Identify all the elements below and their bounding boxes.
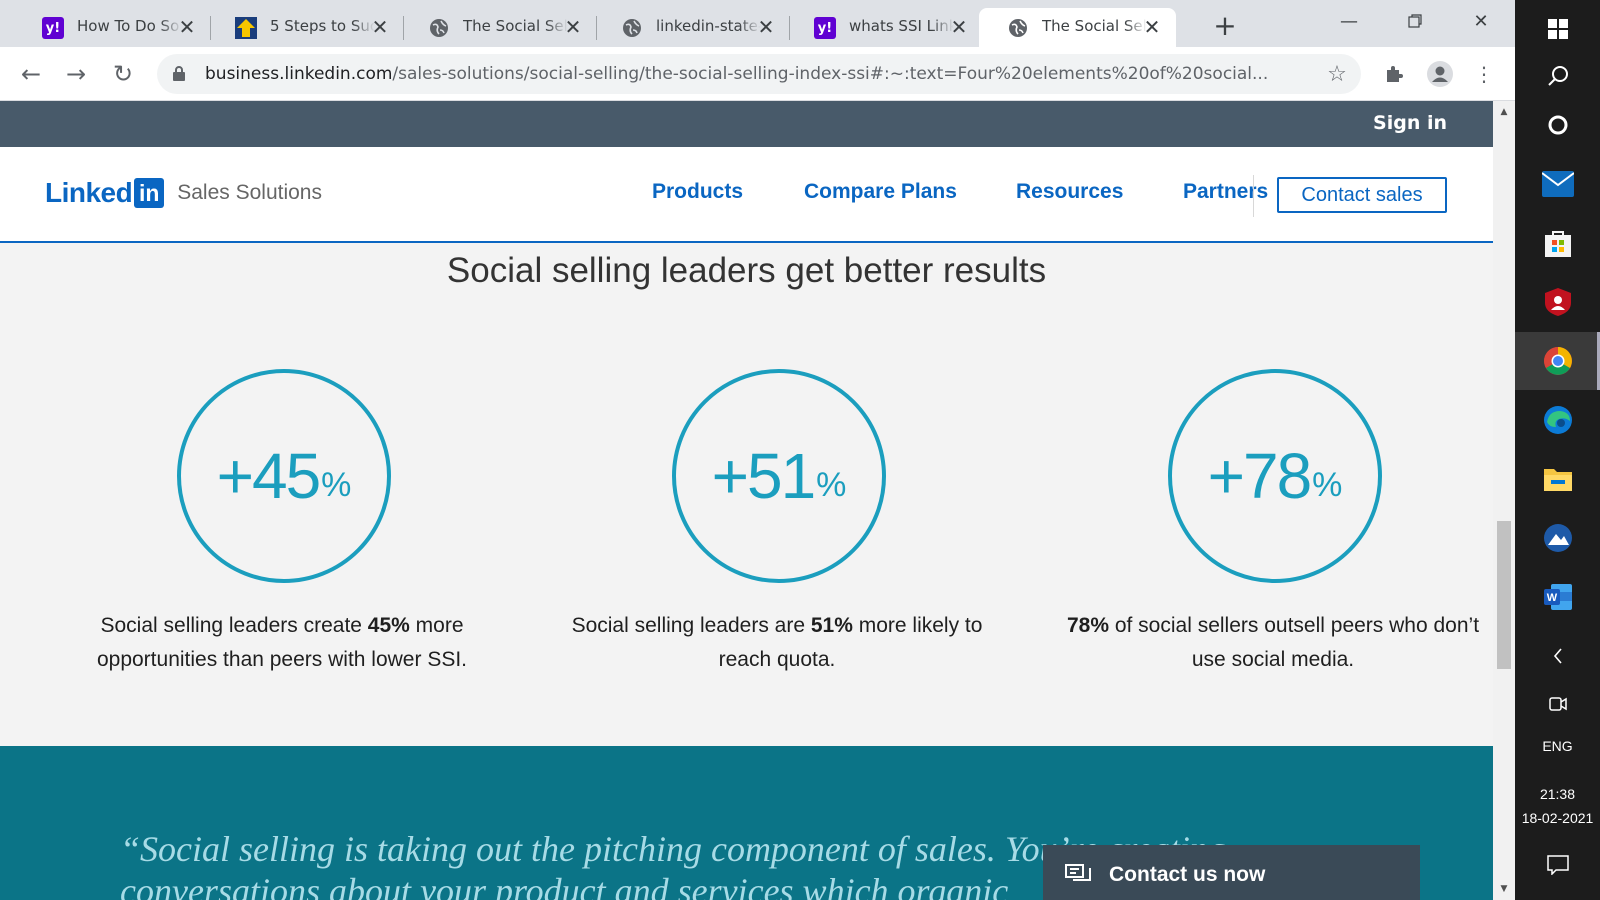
lock-icon xyxy=(173,66,185,81)
stat-description: Social selling leaders create 45% more o… xyxy=(96,614,468,671)
windows-start-icon[interactable] xyxy=(1515,0,1600,58)
stat-circle: +78% xyxy=(1168,369,1382,583)
section-heading: Social selling leaders get better result… xyxy=(446,251,1047,290)
logo-wordmark: Linked xyxy=(45,177,133,208)
mail-icon[interactable] xyxy=(1515,155,1600,213)
nav-partners[interactable]: Partners xyxy=(1183,180,1269,203)
close-icon[interactable]: ✕ xyxy=(950,15,968,39)
profile-avatar-icon[interactable] xyxy=(1426,60,1454,88)
site-navbar: Linked in Sales Solutions Products Compa… xyxy=(0,147,1493,243)
stat-number: +51 xyxy=(711,440,817,512)
word-icon[interactable]: W xyxy=(1515,568,1600,626)
close-icon[interactable]: ✕ xyxy=(371,15,389,39)
logo-subtitle: Sales Solutions xyxy=(177,181,322,204)
svg-text:W: W xyxy=(1546,592,1557,604)
globe-icon xyxy=(428,17,450,39)
edge-icon[interactable] xyxy=(1515,391,1600,449)
meet-now-icon[interactable] xyxy=(1515,675,1600,733)
tab-5[interactable]: y! whats SSI Linke ✕ xyxy=(786,8,983,47)
extensions-puzzle-icon[interactable] xyxy=(1380,60,1408,88)
stat-description: Social selling leaders are 51% more like… xyxy=(571,614,983,671)
scroll-down-arrow-icon[interactable]: ▼ xyxy=(1500,884,1508,894)
tab-3[interactable]: The Social Selli ✕ xyxy=(400,8,597,47)
tab-6-active[interactable]: The Social Selli ✕ xyxy=(979,8,1176,47)
chrome-icon[interactable] xyxy=(1515,332,1600,390)
search-icon[interactable] xyxy=(1515,47,1600,105)
stat-percent: % xyxy=(1312,465,1343,504)
arrow-up-icon xyxy=(235,17,257,39)
minimize-button[interactable]: — xyxy=(1340,10,1358,32)
stat-description: 78% of social sellers outsell peers who … xyxy=(1066,614,1480,671)
close-icon[interactable]: ✕ xyxy=(1143,15,1161,39)
tab-title: linkedin-state- xyxy=(656,17,761,35)
webpage: Sign in Linked in Sales Solutions Produc… xyxy=(0,101,1493,900)
contact-us-now-button[interactable]: Contact us now xyxy=(1043,845,1420,900)
nav-resources[interactable]: Resources xyxy=(1016,180,1124,203)
cortana-icon[interactable] xyxy=(1515,96,1600,154)
close-window-button[interactable]: ✕ xyxy=(1473,10,1489,32)
tab-4[interactable]: linkedin-state- ✕ xyxy=(593,8,790,47)
language-indicator[interactable]: ENG xyxy=(1542,738,1573,754)
close-icon[interactable]: ✕ xyxy=(178,15,196,39)
photos-app-icon[interactable] xyxy=(1515,509,1600,567)
windows-taskbar: W ENG 21:38 18-02-2021 xyxy=(1515,0,1600,900)
chevron-left-icon[interactable] xyxy=(1515,627,1600,685)
stat-circle: +45% xyxy=(177,369,391,583)
stat-number: +45 xyxy=(216,440,322,512)
url-text: business.linkedin.com/sales-solutions/so… xyxy=(205,64,1305,84)
quote-text: “Social selling is taking out the pitchi… xyxy=(120,828,1420,900)
file-explorer-icon[interactable] xyxy=(1515,450,1600,508)
clock-date[interactable]: 18-02-2021 xyxy=(1521,810,1594,826)
yahoo-icon: y! xyxy=(814,17,836,39)
url-path: /sales-solutions/social-selling/the-soci… xyxy=(392,64,1269,84)
tab-title: How To Do So xyxy=(77,17,182,35)
browser-toolbar: ← → ↻ business.linkedin.com/sales-soluti… xyxy=(0,47,1515,101)
browser-window: y! How To Do So ✕ 5 Steps to Succ ✕ The … xyxy=(0,0,1515,900)
stat-number: +78 xyxy=(1207,440,1313,512)
contact-sales-button[interactable]: Contact sales xyxy=(1277,177,1447,213)
bookmark-star-icon[interactable]: ☆ xyxy=(1327,61,1347,87)
store-icon[interactable] xyxy=(1515,214,1600,272)
stat-percent: % xyxy=(816,465,847,504)
tab-title: The Social Selli xyxy=(463,17,568,35)
url-host: business.linkedin.com xyxy=(205,64,393,84)
nav-compare-plans[interactable]: Compare Plans xyxy=(804,180,957,203)
yahoo-icon: y! xyxy=(42,17,64,39)
tab-title: whats SSI Linke xyxy=(849,17,954,35)
nav-products[interactable]: Products xyxy=(652,180,744,203)
globe-icon xyxy=(621,17,643,39)
reload-icon[interactable]: ↻ xyxy=(112,60,134,88)
close-icon[interactable]: ✕ xyxy=(564,15,582,39)
quote-line-1: “Social selling is taking out the pitchi… xyxy=(120,829,1226,869)
nav-divider xyxy=(1253,175,1254,217)
stat-circle: +51% xyxy=(672,369,886,583)
more-menu-icon[interactable]: ⋮ xyxy=(1474,62,1494,86)
tab-title: 5 Steps to Succ xyxy=(270,17,375,35)
quote-line-2: conversations about your product and ser… xyxy=(120,871,1009,900)
linkedin-logo[interactable]: Linked in Sales Solutions xyxy=(45,177,322,209)
address-bar[interactable]: business.linkedin.com/sales-solutions/so… xyxy=(157,54,1361,94)
globe-icon xyxy=(1007,17,1029,39)
new-tab-button[interactable]: + xyxy=(1213,8,1237,42)
forward-arrow-icon[interactable]: → xyxy=(65,60,87,88)
sign-in-link[interactable]: Sign in xyxy=(1373,112,1447,134)
top-bar: Sign in xyxy=(0,101,1493,147)
stat-percent: % xyxy=(321,465,352,504)
security-app-icon[interactable] xyxy=(1515,273,1600,331)
scrollbar-thumb[interactable] xyxy=(1497,521,1511,669)
logo-in-box: in xyxy=(134,178,165,208)
clock-time[interactable]: 21:38 xyxy=(1539,786,1576,802)
notifications-icon[interactable] xyxy=(1515,836,1600,894)
tab-1[interactable]: y! How To Do So ✕ xyxy=(14,8,211,47)
scroll-up-arrow-icon[interactable]: ▲ xyxy=(1500,107,1508,117)
close-icon[interactable]: ✕ xyxy=(757,15,775,39)
tab-strip: y! How To Do So ✕ 5 Steps to Succ ✕ The … xyxy=(0,0,1515,47)
vertical-scrollbar[interactable]: ▲ ▼ xyxy=(1493,101,1515,900)
contact-us-now-label: Contact us now xyxy=(1109,863,1266,886)
chat-icon xyxy=(1065,864,1091,881)
restore-button[interactable] xyxy=(1392,6,1438,36)
tab-2[interactable]: 5 Steps to Succ ✕ xyxy=(207,8,404,47)
back-arrow-icon[interactable]: ← xyxy=(20,60,42,88)
tab-title: The Social Selli xyxy=(1042,17,1147,35)
